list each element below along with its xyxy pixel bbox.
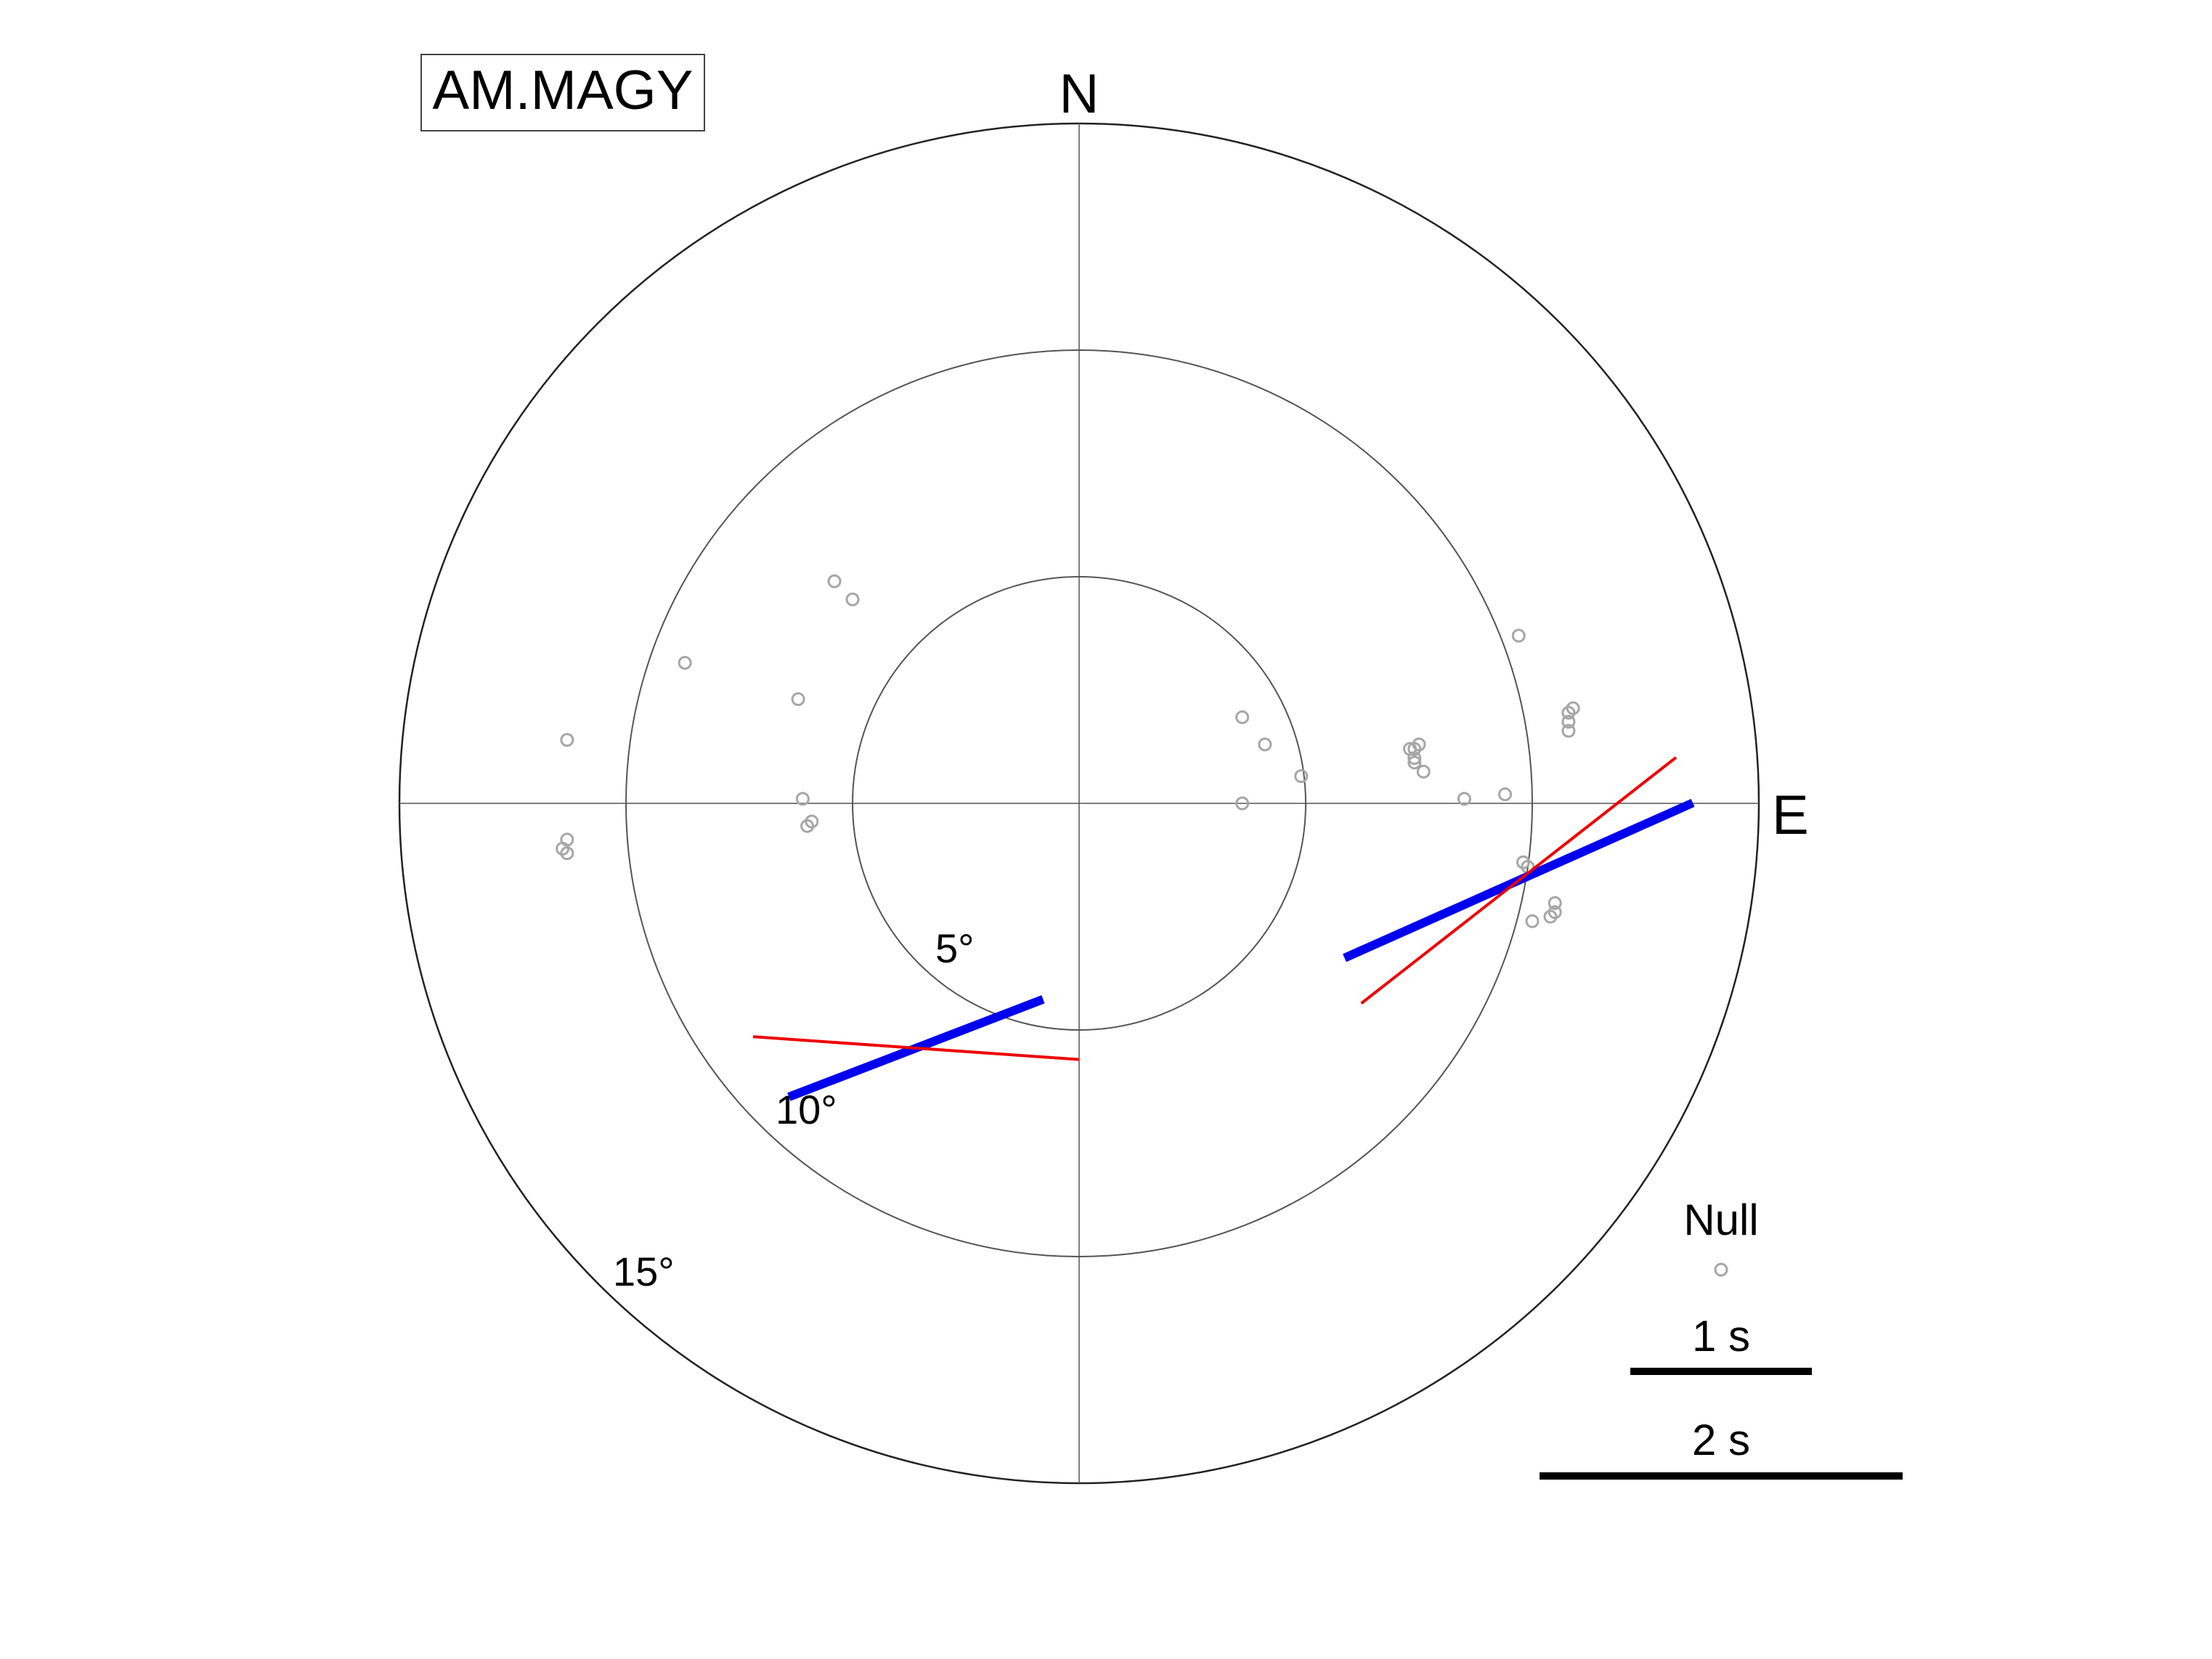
null-point <box>556 841 570 856</box>
title-box: AM.MAGY <box>420 54 705 131</box>
chart-title: AM.MAGY <box>433 60 694 121</box>
null-point <box>1407 751 1422 766</box>
null-point <box>1258 737 1272 752</box>
null-point <box>560 846 574 861</box>
null-point <box>1235 710 1250 724</box>
null-point <box>1548 905 1562 920</box>
east-label: E <box>1772 784 1809 846</box>
legend-null-label: Null <box>1683 1196 1758 1244</box>
null-point <box>1561 715 1576 729</box>
null-point <box>1235 796 1250 811</box>
null-point <box>1543 909 1558 924</box>
null-point <box>1407 742 1422 756</box>
null-point <box>845 592 860 607</box>
null-point <box>1294 769 1309 784</box>
null-point <box>800 819 815 833</box>
null-point <box>1511 628 1526 643</box>
title-frame <box>420 54 705 131</box>
null-point <box>791 691 805 706</box>
legend-scale-2s-label: 2 s <box>1692 1416 1750 1464</box>
null-point <box>560 733 574 747</box>
predicted-split-bar <box>1360 756 1678 1005</box>
legend-scale-1s-label: 1 s <box>1692 1312 1750 1360</box>
ring-label-5: 5° <box>935 925 975 971</box>
null-point <box>827 574 842 588</box>
null-point <box>1561 723 1576 738</box>
ring-label-15: 15° <box>613 1249 675 1294</box>
splitting-bars <box>752 756 1695 1101</box>
null-point <box>1498 787 1513 802</box>
null-point <box>1566 701 1580 715</box>
predicted-split-bar <box>752 1035 1079 1061</box>
null-point <box>1525 914 1540 928</box>
null-markers <box>556 574 1580 928</box>
null-point <box>795 792 810 806</box>
north-label: N <box>1060 63 1099 125</box>
legend-null-marker <box>1714 1262 1728 1277</box>
null-point <box>1516 855 1531 869</box>
polar-grid <box>398 122 1760 1485</box>
null-point <box>1407 755 1422 770</box>
null-point <box>1561 705 1576 720</box>
null-point <box>678 656 692 670</box>
legend: Null 1 s 2 s <box>1540 1196 1903 1480</box>
null-point <box>805 814 819 829</box>
null-point <box>1457 792 1471 806</box>
null-point <box>1416 764 1431 779</box>
null-point <box>1548 896 1562 910</box>
